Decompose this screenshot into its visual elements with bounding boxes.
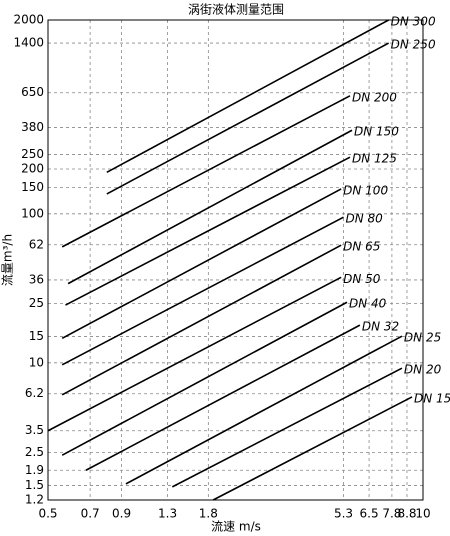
y-tick-label: 25: [29, 296, 44, 310]
y-tick-label: 36: [29, 272, 44, 286]
series-line: [61, 216, 344, 366]
y-tick-label: 3.5: [25, 423, 44, 437]
series-label: DN 300: [391, 15, 436, 29]
series-label: DN 40: [349, 297, 387, 311]
x-tick-label: 8.8: [397, 507, 416, 521]
y-tick-label: 15: [29, 329, 44, 343]
series-label: DN 32: [362, 320, 399, 334]
x-tick-label: 10: [415, 507, 430, 521]
series-line: [125, 335, 403, 485]
x-axis-label: 流速 m/s: [211, 520, 261, 534]
series-label: DN 125: [352, 152, 397, 166]
y-tick-label: 250: [21, 147, 44, 161]
y-tick-label: 1.9: [25, 463, 44, 477]
x-tick-label: 6.5: [360, 507, 379, 521]
series-label: DN 150: [354, 125, 399, 139]
series-line: [212, 396, 413, 501]
x-tick-label: 0.5: [38, 507, 57, 521]
y-axis-label: 流量m³/h: [1, 234, 15, 286]
series-line: [106, 19, 390, 174]
series-label: DN 200: [352, 90, 397, 104]
series-line: [171, 367, 403, 488]
series-line: [61, 95, 351, 248]
y-tick-label: 6.2: [25, 386, 44, 400]
x-tick-label: 0.9: [112, 507, 131, 521]
plot-frame: [47, 19, 424, 501]
y-tick-label: 1400: [13, 36, 44, 50]
series-label: DN 15: [414, 391, 450, 405]
x-tick-label: 5.3: [334, 507, 353, 521]
series-line: [61, 301, 348, 456]
y-tick-label: 1.5: [25, 478, 44, 492]
series-line: [47, 276, 342, 432]
y-tick-label: 2.5: [25, 445, 44, 459]
series-line: [67, 129, 353, 285]
x-tick-label: 1.3: [158, 507, 177, 521]
series-line: [106, 42, 390, 195]
y-tick-label: 200: [21, 161, 44, 175]
x-tick-label: 1.8: [199, 507, 218, 521]
series-label: DN 50: [343, 272, 381, 286]
series-line: [61, 188, 342, 340]
series-label: DN 80: [346, 212, 384, 226]
y-tick-label: 1.2: [25, 493, 44, 507]
series-label: DN 250: [391, 38, 436, 52]
x-tick-label: 0.7: [81, 507, 100, 521]
x-tick-label: 7.8: [382, 507, 401, 521]
series-label: DN 25: [404, 331, 441, 345]
series-line: [61, 244, 342, 396]
series-label: DN 100: [343, 183, 388, 197]
y-tick-label: 62: [29, 237, 44, 251]
series-line: [85, 324, 361, 471]
chart-title: 涡街液体测量范围: [188, 2, 284, 17]
y-tick-label: 380: [21, 120, 44, 134]
y-tick-label: 2000: [13, 13, 44, 27]
y-tick-label: 100: [21, 206, 44, 220]
series-label: DN 20: [404, 363, 442, 377]
y-tick-label: 650: [21, 85, 44, 99]
y-tick-label: 10: [29, 355, 44, 369]
series-label: DN 65: [343, 240, 380, 254]
y-tick-label: 150: [21, 180, 44, 194]
series-line: [65, 156, 351, 306]
